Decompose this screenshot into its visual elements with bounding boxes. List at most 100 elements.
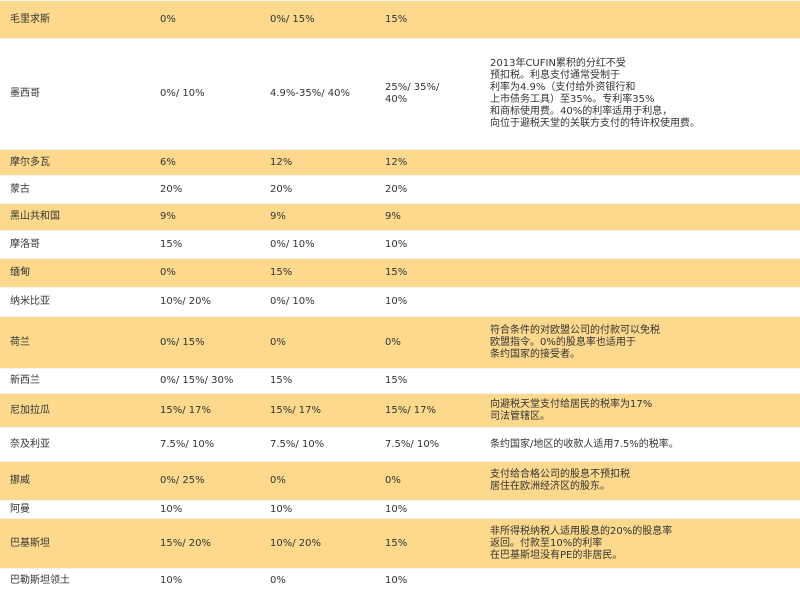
cell: 10% xyxy=(260,500,375,519)
rate-1: 10%/ 20% xyxy=(160,296,212,307)
country: 墨西哥 xyxy=(10,88,40,99)
rate-3: 10% xyxy=(385,238,408,250)
cell: 15%/ 17% xyxy=(150,393,260,428)
table-row: 墨西哥 0%/ 10% 4.9%-35%/ 40% 25%/ 35%/40% 2013年… xyxy=(0,38,800,150)
rate-1: 0%/ 25% xyxy=(160,475,205,486)
cell: 15%/ 17% xyxy=(260,393,375,428)
cell: 7.5%/ 10% xyxy=(150,427,260,462)
cell: 0% xyxy=(150,0,260,39)
cell: 0%/ 15% xyxy=(260,0,375,39)
note-line: 和商标使用费。40%的利率适用于利息， xyxy=(490,106,673,117)
country: 蒙古 xyxy=(10,183,30,195)
cell: 10% xyxy=(150,568,260,593)
note-line: 在巴基斯坦没有PE的非居民。 xyxy=(490,549,623,561)
country: 纳米比亚 xyxy=(10,296,50,307)
country: 毛里求斯 xyxy=(10,13,50,25)
rate-1: 20% xyxy=(160,183,183,195)
cell: 巴基斯坦 xyxy=(0,518,150,569)
rate-2: 0%/ 15% xyxy=(270,13,315,25)
rate-3: 15%/ 17% xyxy=(385,404,437,416)
cell: 15% xyxy=(260,368,375,394)
rate-1: 0% xyxy=(160,13,176,25)
note-line: 条约国家的接受者。 xyxy=(490,348,580,360)
rate-2: 12% xyxy=(270,156,293,168)
cell: 0%/ 10% xyxy=(260,287,375,317)
table-row: 黑山共和国 9% 9% 9% xyxy=(0,203,800,231)
cell: 12% xyxy=(260,149,375,176)
cell: 10% xyxy=(375,287,480,317)
cell: 0% xyxy=(375,316,480,369)
cell xyxy=(480,175,800,204)
cell: 9% xyxy=(260,203,375,231)
cell: 0%/ 10% xyxy=(150,38,260,150)
note-line: 支付给合格公司的股息不预扣税 xyxy=(490,469,630,480)
table-row: 缅甸 0% 15% 15% xyxy=(0,258,800,288)
table-row: 纳米比亚 10%/ 20% 0%/ 10% 10% xyxy=(0,287,800,317)
note-line: 居住在欧洲经济区的股东。 xyxy=(490,481,610,492)
rate-2: 0% xyxy=(270,336,286,348)
rate-2: 7.5%/ 10% xyxy=(270,438,325,450)
rate-3: 9% xyxy=(385,211,401,222)
table-row: 蒙古 20% 20% 20% xyxy=(0,175,800,204)
rate-2: 4.9%-35%/ 40% xyxy=(270,88,351,99)
cell xyxy=(480,287,800,317)
rate-1: 0%/ 15% xyxy=(160,336,205,348)
cell: 摩洛哥 xyxy=(0,230,150,259)
country: 巴基斯坦 xyxy=(10,537,50,549)
note-line: 符合条件的对欧盟公司的付款可以免税 xyxy=(490,324,660,336)
cell: 20% xyxy=(375,175,480,204)
rate-2: 15% xyxy=(270,375,293,386)
note-line: 2013年CUFIN累积的分红不受 xyxy=(490,58,626,69)
cell: 0%/ 15% xyxy=(150,316,260,369)
note-line: 利率为4.9%（支付给外资银行和 xyxy=(490,82,636,93)
table-row: 摩洛哥 15% 0%/ 10% 10% xyxy=(0,230,800,259)
rate-1: 0% xyxy=(160,267,176,278)
cell: 蒙古 xyxy=(0,175,150,204)
country: 缅甸 xyxy=(10,267,30,278)
cell: 10%/ 20% xyxy=(260,518,375,569)
table-row: 荷兰 0%/ 15% 0% 0% 符合条件的对欧盟公司的付款可以免税 欧盟指令。0%的股息… xyxy=(0,316,800,369)
cell xyxy=(480,230,800,259)
cell: 20% xyxy=(260,175,375,204)
rate-2: 15% xyxy=(270,267,293,278)
table-row: 尼加拉瓜 15%/ 17% 15%/ 17% 15%/ 17% 向避税天堂支付给居民的税… xyxy=(0,393,800,428)
note-line: 返回。付款至10%的利率 xyxy=(490,537,603,549)
rate-2: 0% xyxy=(270,475,286,486)
cell: 缅甸 xyxy=(0,258,150,288)
table-row: 新西兰 0%/ 15%/ 30% 15% 15% xyxy=(0,368,800,394)
cell: 10% xyxy=(375,500,480,519)
rate-3-line: 40% xyxy=(385,94,408,105)
note-line: 上市债务工具）至35%。专利率35% xyxy=(490,94,655,105)
cell: 2013年CUFIN累积的分红不受 预扣税。利息支付通常受制于 利率为4.9%（支付… xyxy=(480,38,800,150)
cell: 符合条件的对欧盟公司的付款可以免税 欧盟指令。0%的股息率也适用于 条约国家的接受者… xyxy=(480,316,800,369)
cell xyxy=(480,0,800,39)
rate-3: 0% xyxy=(385,475,401,486)
rate-2: 0%/ 10% xyxy=(270,296,315,307)
cell: 挪威 xyxy=(0,461,150,501)
rate-1: 6% xyxy=(160,156,176,168)
rate-3: 15% xyxy=(385,375,408,386)
rate-1: 15% xyxy=(160,238,183,250)
cell: 巴勒斯坦领土 xyxy=(0,568,150,593)
rate-1: 10% xyxy=(160,575,183,587)
cell: 毛里求斯 xyxy=(0,0,150,39)
rate-1: 7.5%/ 10% xyxy=(160,438,215,450)
cell: 7.5%/ 10% xyxy=(260,427,375,462)
country: 巴勒斯坦领土 xyxy=(10,575,70,587)
cell: 20% xyxy=(150,175,260,204)
country: 奈及利亚 xyxy=(10,438,50,450)
country: 荷兰 xyxy=(10,336,30,348)
rate-2: 20% xyxy=(270,183,293,195)
cell: 9% xyxy=(375,203,480,231)
cell: 阿曼 xyxy=(0,500,150,519)
cell: 墨西哥 xyxy=(0,38,150,150)
cell: 9% xyxy=(150,203,260,231)
rate-2: 10%/ 20% xyxy=(270,537,322,549)
cell: 0%/ 25% xyxy=(150,461,260,501)
country: 尼加拉瓜 xyxy=(10,404,50,416)
cell: 0% xyxy=(260,568,375,593)
note-line: 向位于避税天堂的关联方支付的特许权使用费。 xyxy=(490,118,700,129)
cell: 荷兰 xyxy=(0,316,150,369)
